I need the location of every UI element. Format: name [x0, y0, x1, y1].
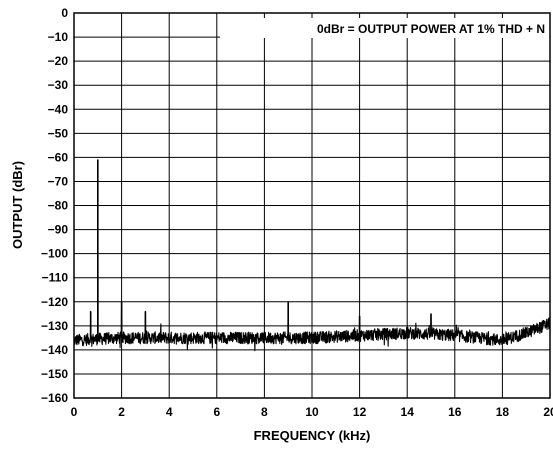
y-tick-label: −70 — [48, 174, 69, 188]
x-tick-label: 4 — [166, 405, 173, 419]
annotation-text: 0dBr = OUTPUT POWER AT 1% THD + N — [317, 22, 545, 36]
x-tick-label: 10 — [305, 405, 319, 419]
y-tick-label: −160 — [41, 391, 68, 405]
y-tick-label: −30 — [48, 78, 69, 92]
x-tick-label: 0 — [71, 405, 78, 419]
y-tick-label: −140 — [41, 343, 68, 357]
y-tick-label: −80 — [48, 199, 69, 213]
y-tick-label: −120 — [41, 295, 68, 309]
x-tick-label: 8 — [261, 405, 268, 419]
x-tick-label: 2 — [118, 405, 125, 419]
y-tick-label: −90 — [48, 223, 69, 237]
x-tick-label: 14 — [401, 405, 415, 419]
series-layer — [73, 159, 551, 352]
x-tick-label: 18 — [496, 405, 510, 419]
y-tick-label: −40 — [48, 102, 69, 116]
x-tick-label: 20 — [543, 405, 553, 419]
plot-frame — [73, 12, 551, 399]
y-tick-label: −150 — [41, 367, 68, 381]
x-tick-labels: 0 2 4 6 8 10 12 14 16 18 20 — [71, 405, 553, 419]
y-tick-label: −20 — [48, 54, 69, 68]
y-tick-label: −50 — [48, 126, 69, 140]
y-tick-label: −10 — [48, 30, 69, 44]
y-tick-label: −60 — [48, 150, 69, 164]
x-tick-label: 6 — [213, 405, 220, 419]
x-tick-label: 16 — [448, 405, 462, 419]
x-tick-label: 12 — [353, 405, 367, 419]
spectrum-trace — [73, 159, 551, 352]
y-tick-label: −130 — [41, 319, 68, 333]
y-tick-label: 0 — [61, 6, 68, 20]
y-tick-label: −100 — [41, 247, 68, 261]
y-tick-labels: 0 −10 −20 −30 −40 −50 −60 −70 −80 −90 −100 −110 −120… — [41, 6, 68, 405]
y-axis-title: OUTPUT (dBr) — [10, 161, 25, 249]
x-axis-title: FREQUENCY (kHz) — [254, 428, 371, 443]
annotation-background — [220, 18, 550, 38]
y-tick-label: −110 — [42, 271, 69, 285]
